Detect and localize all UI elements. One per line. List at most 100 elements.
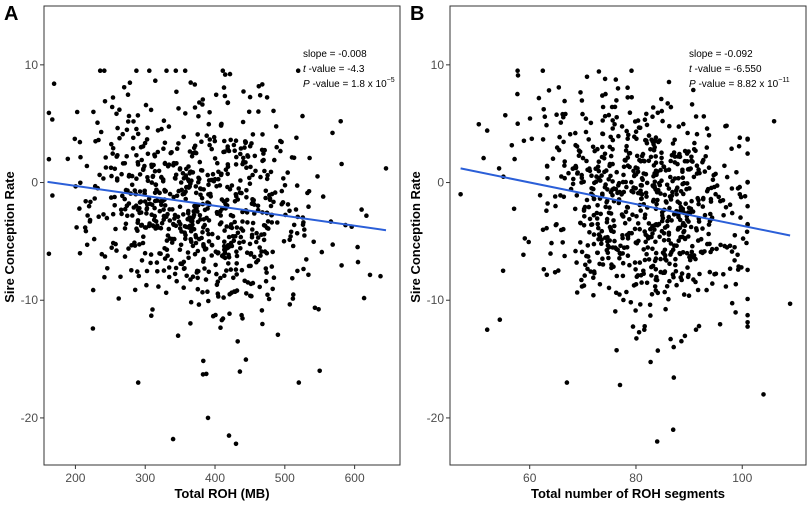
panel-b-point [553, 203, 558, 209]
panel-a-point [269, 264, 275, 269]
panel-b-point [606, 245, 612, 250]
panel-b-point [629, 179, 634, 185]
panel-a-point [144, 282, 149, 288]
panel-b-point [573, 142, 578, 148]
panel-a-point [282, 183, 288, 188]
panel-a-point [238, 151, 243, 157]
panel-a-point [201, 358, 206, 364]
panel-b-point [745, 136, 750, 142]
panel-a-point [154, 260, 160, 265]
panel-a-point [273, 124, 279, 129]
panel-b-point [623, 209, 629, 215]
panel-b-point [631, 168, 636, 174]
panel-a-point [265, 219, 271, 224]
panel-a-point [136, 273, 142, 279]
panel-b-point [610, 179, 615, 184]
panel-b-point [663, 306, 668, 312]
panel-b-point [693, 279, 698, 285]
panel-a-point [112, 203, 117, 208]
panel-a-point [285, 170, 291, 175]
panel-b-point [636, 125, 642, 130]
panel-b-point [729, 300, 735, 306]
panel-b-point [645, 234, 651, 239]
panel-a-y-axis-title: Sire Conception Rate [2, 171, 17, 302]
panel-b-point [639, 280, 644, 285]
panel-b-point [622, 220, 628, 226]
panel-b-point [686, 166, 692, 172]
panel-a-point [195, 248, 201, 254]
panel-a-point [258, 253, 263, 258]
panel-b-point [625, 205, 631, 210]
panel-a-point [148, 260, 153, 266]
panel-a-point [91, 236, 97, 242]
panel-b-point [650, 105, 656, 110]
panel-a-point [165, 233, 171, 238]
panel-b-point [641, 171, 646, 176]
panel-b-point [687, 186, 692, 191]
panel-a-point [188, 80, 193, 85]
panel-a-point [275, 332, 281, 338]
panel-b-point [578, 240, 583, 245]
panel-b-y-tick-label: -10 [427, 293, 445, 307]
panel-b-point [633, 267, 638, 272]
panel-b-point [668, 241, 674, 246]
panel-a-point [147, 68, 152, 73]
panel-b-point [612, 223, 617, 229]
panel-b-point [600, 131, 605, 136]
panel-b-point [595, 250, 600, 256]
panel-a-point [260, 321, 265, 327]
panel-a-point [251, 198, 256, 203]
panel-b-point [586, 204, 592, 210]
panel-b-point [527, 116, 533, 121]
panel-a-point [196, 114, 201, 119]
panel-b-point [710, 281, 715, 286]
panel-a-point [263, 195, 268, 201]
panel-a-point [181, 212, 186, 217]
panel-b-point [608, 211, 614, 216]
panel-a-point [226, 234, 232, 240]
panel-b-point [732, 233, 738, 238]
panel-b-point [670, 427, 676, 433]
panel-b-point [521, 252, 526, 258]
panel-b-point [670, 247, 676, 252]
panel-a-point [178, 242, 184, 248]
panel-a-point [188, 321, 193, 326]
panel-a-point [225, 164, 231, 169]
panel-b-point [665, 101, 670, 106]
panel-a-point [148, 107, 154, 113]
panel-a-point [142, 250, 148, 256]
panel-b-point [679, 338, 684, 344]
panel-b-point [616, 183, 621, 188]
panel-b-point [608, 190, 614, 195]
panel-a-point [234, 288, 240, 293]
panel-b-point [575, 171, 580, 176]
panel-b-point [666, 79, 672, 85]
panel-a-point [122, 206, 128, 212]
panel-b-point [605, 250, 611, 255]
panel-b-point [515, 91, 520, 97]
panel-b-point [685, 265, 690, 270]
panel-a-point [78, 154, 83, 160]
panel-b-point [544, 164, 550, 169]
panel-b-point [724, 174, 730, 180]
panel-a-point [157, 208, 163, 214]
panel-b-point [680, 169, 685, 174]
panel-a-t-symbol: t [303, 64, 307, 75]
panel-a-point [205, 172, 210, 178]
panel-a-point [227, 292, 232, 297]
panel-b-point [644, 194, 649, 199]
panel-a-point [135, 220, 140, 225]
panel-a-point [82, 225, 88, 230]
panel-b-point [642, 229, 647, 234]
panel-b-point [591, 293, 596, 298]
panel-a-point [74, 109, 80, 115]
panel-b-point [681, 292, 687, 297]
panel-b-point [627, 110, 633, 115]
panel-b-point [550, 156, 556, 161]
panel-b-t-symbol: t [689, 64, 693, 75]
panel-a-point [203, 277, 209, 282]
panel-a-point [78, 180, 83, 186]
panel-a-point [290, 243, 296, 249]
panel-b-point [540, 68, 546, 73]
panel-b-point [742, 194, 748, 199]
